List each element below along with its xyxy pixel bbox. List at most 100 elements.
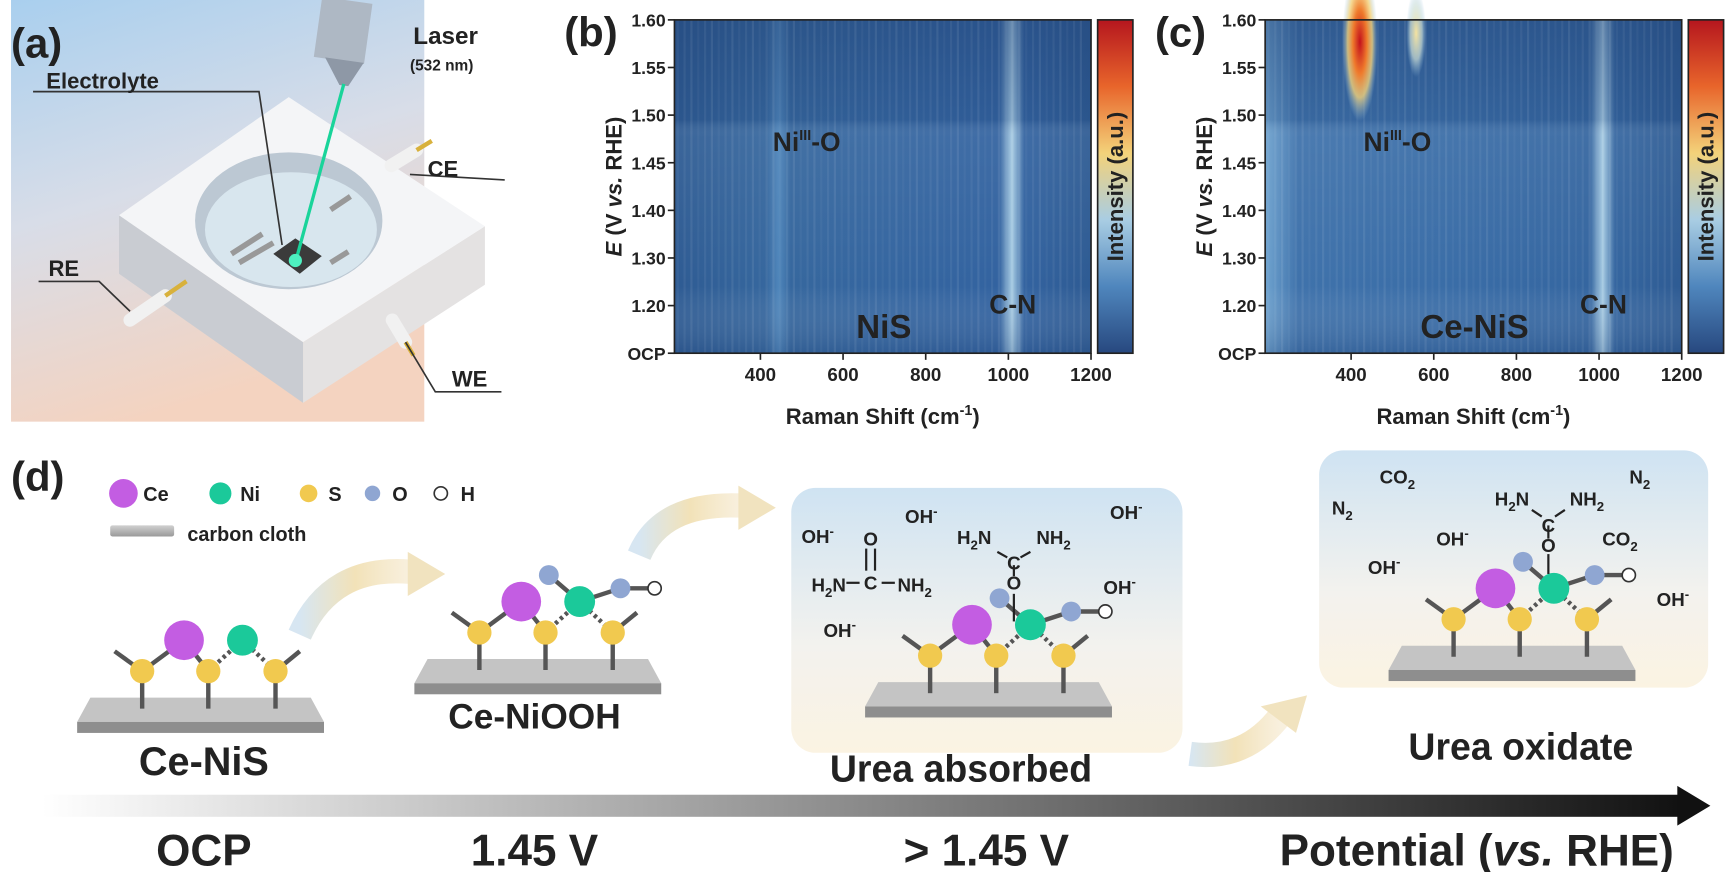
atom [263,658,288,684]
y-tick-label: 1.55 [1222,58,1256,78]
carbon-cloth-top [77,697,325,722]
y-axis-label: E (V vs. RHE) [1192,117,1217,257]
atom [647,580,663,596]
y-axis-label: E (V vs. RHE) [602,117,627,257]
text-part: 2 [1345,508,1352,523]
x-axis-label: Raman Shift (cm-1) [1376,403,1570,429]
text-part: 2 [1408,477,1415,492]
y-tick-label: 1.30 [631,249,665,269]
y-tick-label: 1.45 [1222,153,1256,173]
atom [1621,567,1637,583]
species: C [1542,515,1556,536]
y-tick-label: 1.60 [1222,10,1256,30]
x-tick-label: 600 [1418,364,1449,385]
leader-line [409,173,505,181]
stage-label: Ce-NiS [139,740,269,784]
atom [1097,604,1113,619]
atom [130,658,155,684]
plot-frame [673,19,1092,355]
legend-label: S [328,484,341,506]
text-part: -1 [960,403,973,419]
label: (532 nm) [410,58,473,75]
y-tick-label: OCP [627,344,665,364]
atom [1441,607,1466,632]
text-part: 2 [1597,499,1604,514]
text-part: III [1390,128,1402,144]
text-part: RHE) [1192,117,1217,177]
peak-label: C-N [1580,289,1627,319]
label: RE [48,256,79,281]
atom [227,624,258,656]
y-tick-label: 1.50 [1222,106,1256,126]
carbon-cloth-top [865,682,1112,707]
potential-axis-label: Potential (vs. RHE) [1280,826,1674,872]
atom [501,581,542,622]
carbon-cloth-front [1388,670,1636,682]
text-part: N [832,575,846,596]
text-part: Raman Shift (cm [1376,404,1550,429]
atom [538,565,559,586]
text-part: C [864,572,878,593]
text-part: OH [801,526,829,547]
species: C [864,572,878,593]
text-part: OH [1110,502,1138,523]
species: OH- [1110,499,1142,523]
species: C [1007,553,1021,574]
y-tick-label: 1.40 [1222,201,1256,221]
x-tick-label: 1200 [1070,364,1112,385]
y-tick-label: 1.40 [631,201,665,221]
peak-label: C-N [989,289,1036,319]
x-tick-label: 800 [910,364,941,385]
text-part: OH [824,620,852,641]
leader-line [38,280,131,312]
cell-left-face [119,215,304,403]
x-axis-label: Raman Shift (cm-1) [786,403,980,429]
atom [989,588,1010,609]
text-part: O [1007,572,1022,593]
carbon-cloth-front [865,706,1112,718]
leader-line [33,90,283,246]
holder [329,194,352,213]
text-part: OH [1436,528,1464,549]
text-part: 2 [825,585,832,600]
text-part: H [1495,489,1509,510]
stage-label: Ce-NiOOH [448,697,620,736]
text-part: - [1138,499,1142,514]
atom [1051,643,1076,668]
text-part: Ni [1364,127,1390,157]
legend-slab [110,525,175,537]
potential-label: 1.45 V [471,826,599,872]
holder [329,249,350,266]
panel-label: (d) [11,453,64,500]
stage-label: Urea oxidate [1408,725,1633,767]
potential-label: OCP [156,826,252,872]
species: NH2 [1570,489,1604,515]
species: OH- [905,503,937,527]
electrode [123,289,172,327]
species: CO2 [1380,466,1415,492]
text-part: N [1332,497,1346,518]
peak-label: NiIII-O [1364,127,1432,157]
atom [467,620,492,645]
text-part: (V [1192,207,1217,241]
text-part: 2 [1063,538,1070,553]
y-tick-label: 1.20 [631,296,665,316]
laser-spot [288,253,302,268]
panel-label: (b) [564,8,617,55]
panel-label: (c) [1155,8,1206,55]
y-tick-label: 1.55 [631,58,665,78]
x-tick-label: 400 [1335,364,1366,385]
bond [1019,550,1031,559]
text-part: E [1192,240,1217,256]
y-tick-label: 1.60 [631,10,665,30]
text-part: ) [972,404,979,429]
atom [1014,609,1046,641]
species: O [1007,572,1022,593]
holder [237,240,275,266]
text-part: -O [1402,127,1431,157]
legend-label: Ce [143,484,168,506]
holder [229,231,264,257]
panel-label: (a) [11,19,62,66]
species: H2N [957,527,991,553]
